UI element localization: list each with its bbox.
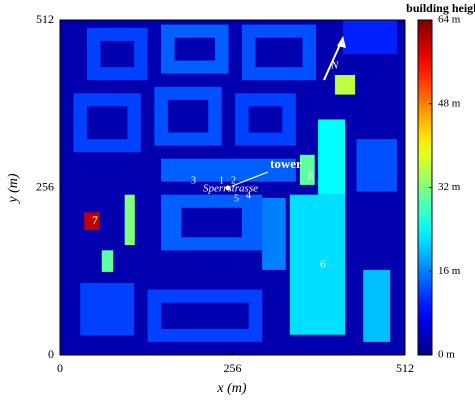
annotation: 1 [219, 175, 224, 186]
building [334, 74, 356, 95]
north-arrowhead [337, 36, 346, 48]
colorbar-tick-label: 16 m [438, 265, 461, 277]
building [289, 194, 346, 335]
building [248, 106, 283, 133]
building [255, 37, 303, 68]
building [262, 197, 286, 270]
annotation: Sperrstrasse [203, 183, 258, 195]
tower-arrow [231, 171, 269, 187]
colorbar-tick-label: 64 m [438, 14, 461, 26]
annotation: tower [270, 156, 302, 171]
building [299, 154, 315, 185]
annotation: 5 [234, 193, 239, 204]
annotation: 2 [231, 175, 236, 186]
building [161, 302, 249, 329]
annotation: 3 [191, 175, 196, 186]
tower-marker [225, 185, 231, 191]
building [161, 158, 296, 182]
building [363, 269, 391, 342]
building [124, 194, 135, 246]
building [84, 212, 100, 231]
x-tick-label: 512 [396, 361, 414, 375]
building [356, 139, 397, 192]
building [181, 207, 242, 238]
building [343, 20, 397, 55]
colorbar-title: building height [406, 1, 475, 15]
colorbar-tick-label: 0 m [438, 349, 455, 361]
y-axis-label: y (m) [6, 173, 21, 204]
building [100, 40, 135, 68]
y-tick-label: 256 [36, 179, 54, 193]
y-tick-label: 512 [36, 12, 54, 26]
y-tick-label: 0 [48, 347, 54, 361]
colorbar-tick-label: 32 m [438, 181, 461, 193]
building [318, 119, 346, 195]
building [86, 106, 128, 140]
building [167, 99, 209, 133]
annotation: 7 [92, 213, 98, 227]
x-tick-label: 256 [224, 361, 242, 375]
x-tick-label: 0 [57, 361, 63, 375]
building [101, 250, 114, 272]
annotation: N [330, 60, 339, 72]
x-axis-label: x (m) [216, 381, 246, 396]
building [80, 283, 135, 336]
annotation: 6 [320, 259, 326, 271]
building [174, 37, 215, 61]
annotation: 8 [308, 171, 314, 183]
annotation: 4 [246, 190, 251, 201]
colorbar-tick-label: 48 m [438, 97, 461, 109]
